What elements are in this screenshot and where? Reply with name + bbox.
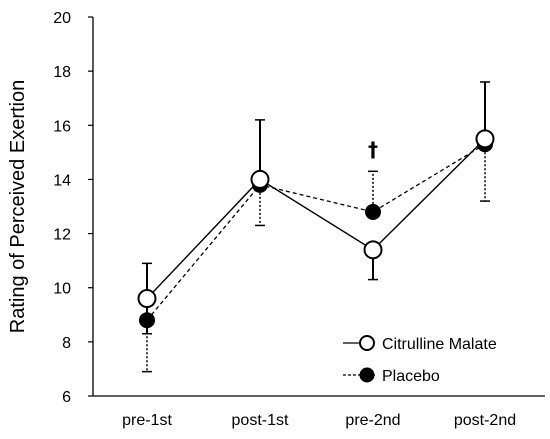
y-axis-title: Rating of Perceived Exertion — [7, 80, 29, 333]
series-line-placebo — [146, 143, 486, 321]
legend-marker-1 — [359, 367, 375, 383]
point-citrulline-malate-post-2nd — [475, 129, 495, 149]
point-citrulline-malate-pre-2nd — [363, 240, 383, 260]
y-tick-label-10: 10 — [53, 281, 71, 298]
legend-marker-0 — [359, 335, 375, 351]
legend-label-0: Citrulline Malate — [382, 336, 497, 353]
y-tick-label-12: 12 — [53, 227, 71, 244]
y-tick-label-14: 14 — [53, 172, 71, 189]
axes: 6 8 10 12 14 16 18 20 pre-1st post-1st pre-2nd post… — [7, 10, 545, 429]
point-citrulline-malate-pre-1st — [137, 289, 157, 309]
point-citrulline-malate-post-1st — [250, 169, 270, 189]
y-tick-label-6: 6 — [62, 389, 71, 406]
series-layer — [137, 81, 495, 373]
x-tick-label-post-2nd: post-2nd — [454, 412, 516, 429]
annotation-0: † — [368, 138, 378, 162]
legend-label-1: Placebo — [382, 368, 440, 385]
y-tick-label-16: 16 — [53, 118, 71, 135]
point-placebo-pre-2nd — [365, 203, 381, 220]
annotation-layer: † — [368, 138, 378, 162]
series-line-citrulline-malate — [146, 138, 486, 300]
y-tick-label-18: 18 — [53, 64, 71, 81]
y-tick-label-8: 8 — [62, 335, 71, 352]
x-tick-label-post-1st: post-1st — [232, 412, 289, 429]
y-tick-label-20: 20 — [53, 10, 71, 27]
x-tick-label-pre-1st: pre-1st — [122, 412, 172, 429]
x-tick-label-pre-2nd: pre-2nd — [345, 412, 400, 429]
point-placebo-pre-1st — [139, 312, 155, 329]
legend: Citrulline Malate Placebo — [343, 335, 497, 385]
